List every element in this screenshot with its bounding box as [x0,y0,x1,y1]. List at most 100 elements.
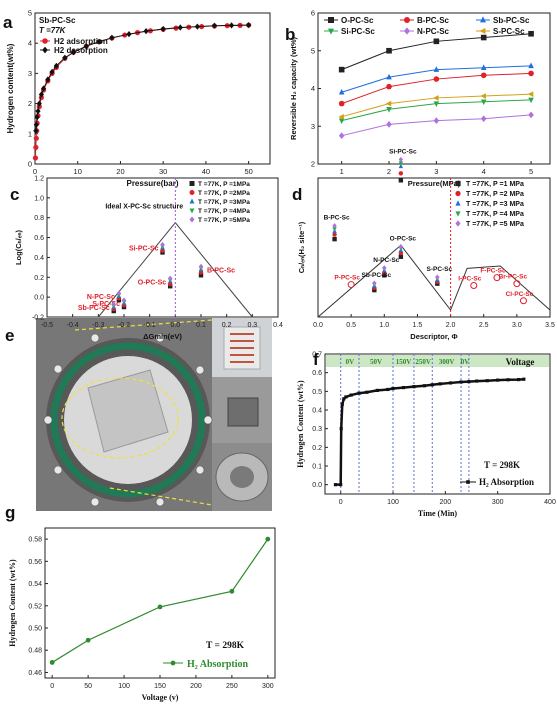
chart-a-subtitle: T =77K [39,26,67,35]
annotation-ideal: Ideal X-PC-Sc structure [105,204,183,211]
y-axis-label: Hydrogen content(wt%) [6,43,15,133]
panel-letter-d: d [292,185,302,204]
data-point [342,397,346,401]
x-tick-label: 200 [190,683,202,690]
material-label: O-PC-Sc [138,279,167,286]
data-point [365,390,369,394]
data-point [198,270,204,275]
data-point [265,536,271,542]
y-tick-label: 0.8 [34,215,44,222]
legend-label: T =77K, P =3 MPa [466,201,524,208]
legend-marker [404,27,410,35]
x-axis-label: Voltage (v) [142,693,179,702]
y-tick-label: 0.7 [312,352,322,359]
x-axis-label: Pressure(MPa) [408,179,461,188]
material-label: Sb-PC-Sc [362,272,392,279]
photo-panel-e [36,318,272,511]
x-tick-label: 5 [529,167,533,176]
voltage-step-label: 0V [461,358,470,366]
y-axis-label: Hydrogen Content (wt%) [8,559,17,647]
x-tick-label: 0.2 [222,322,232,329]
voltage-band [326,355,549,367]
data-point [340,402,344,406]
x-tick-label: 3.0 [512,322,522,329]
data-point [34,114,40,121]
data-point [53,62,59,69]
legend-marker [189,181,195,186]
chart-g: 0 50 100 150 200 250 300 0.46 0.48 0.50 0.52 0.54 0.… [8,527,276,702]
data-point [198,263,204,270]
data-point [49,68,55,76]
data-point [338,100,345,107]
material-label: B-PC-Sc [207,267,235,274]
open-circle [493,274,501,282]
data-point [333,483,338,487]
plot-frame [46,177,279,318]
x-tick-label: 0 [339,499,343,506]
legend-label: H2 desorption [54,46,108,55]
data-point [485,379,489,383]
y-tick-label: 0.56 [28,559,42,566]
legend-label: H₂ Absorption [187,659,249,670]
y-axis-label: Hydrogen Content (wt%) [296,380,305,468]
data-point [36,100,42,107]
material-label: Cl-PC-Sc [506,291,534,298]
y-tick-label: 4 [28,39,32,48]
material-label: S-PC-Sc [426,266,452,273]
x-tick-label: 0 [50,683,54,690]
legend-label: S-PC-Sc [493,27,525,36]
plot-frame [324,353,551,495]
voltage-step-label: 250V [415,358,431,366]
data-point [229,588,235,594]
data-point [528,97,534,104]
data-point [33,127,39,134]
panel-letter-b: b [285,25,295,44]
data-point [339,427,343,431]
data-point [522,377,526,381]
y-tick-label: 6 [311,9,315,18]
chart-a-title: Sb-PC-Sc [39,16,76,25]
voltage-step-label: 300V [439,358,455,366]
legend-label: O-PC-Sc [341,16,374,25]
data-point [40,85,47,92]
legend-marker [170,660,176,666]
x-tick-label: 100 [118,683,130,690]
x-axis-label: Descriptor, Φ [410,332,457,341]
data-point [448,381,453,385]
data-point [398,171,404,176]
data-point [111,301,116,307]
x-tick-label: 4 [482,167,486,176]
data-point [38,91,45,98]
legend-label: Sb-PC-Sc [493,16,530,25]
y-tick-label: 0.0 [34,295,44,302]
data-point [433,76,440,82]
legend-label: B-PC-Sc [417,16,450,25]
material-label: O-PC-Sc [390,236,417,243]
data-point [517,377,521,382]
x-tick-label: 50 [244,167,252,176]
data-point [398,161,404,166]
x-tick-label: 250 [226,683,238,690]
data-point [157,604,163,610]
data-point [398,254,404,259]
data-point [386,83,392,90]
guide-line [317,244,551,318]
chart-a: 0 10 20 30 40 50 0 1 2 3 4 5 Pressure(bar) Hydrogen c… [6,9,271,188]
material-label: Si-PC-Sc [129,246,159,253]
data-point [430,383,434,387]
legend-marker [404,17,410,23]
data-point [211,22,218,29]
data-point [438,382,442,386]
data-point [70,49,77,56]
voltage-step-label: 0V [346,358,355,366]
temperature-annotation: T = 298K [206,641,245,651]
data-point [338,114,344,120]
y-tick-label: 3 [28,69,32,78]
x-tick-label: 1.5 [413,322,423,329]
data-point [194,23,200,30]
x-tick-label: -0.2 [118,322,130,329]
data-point [386,121,392,128]
data-point [85,637,91,643]
legend-label: T =77K, P =2 MPa [466,191,524,198]
x-tick-label: 30 [159,167,167,176]
